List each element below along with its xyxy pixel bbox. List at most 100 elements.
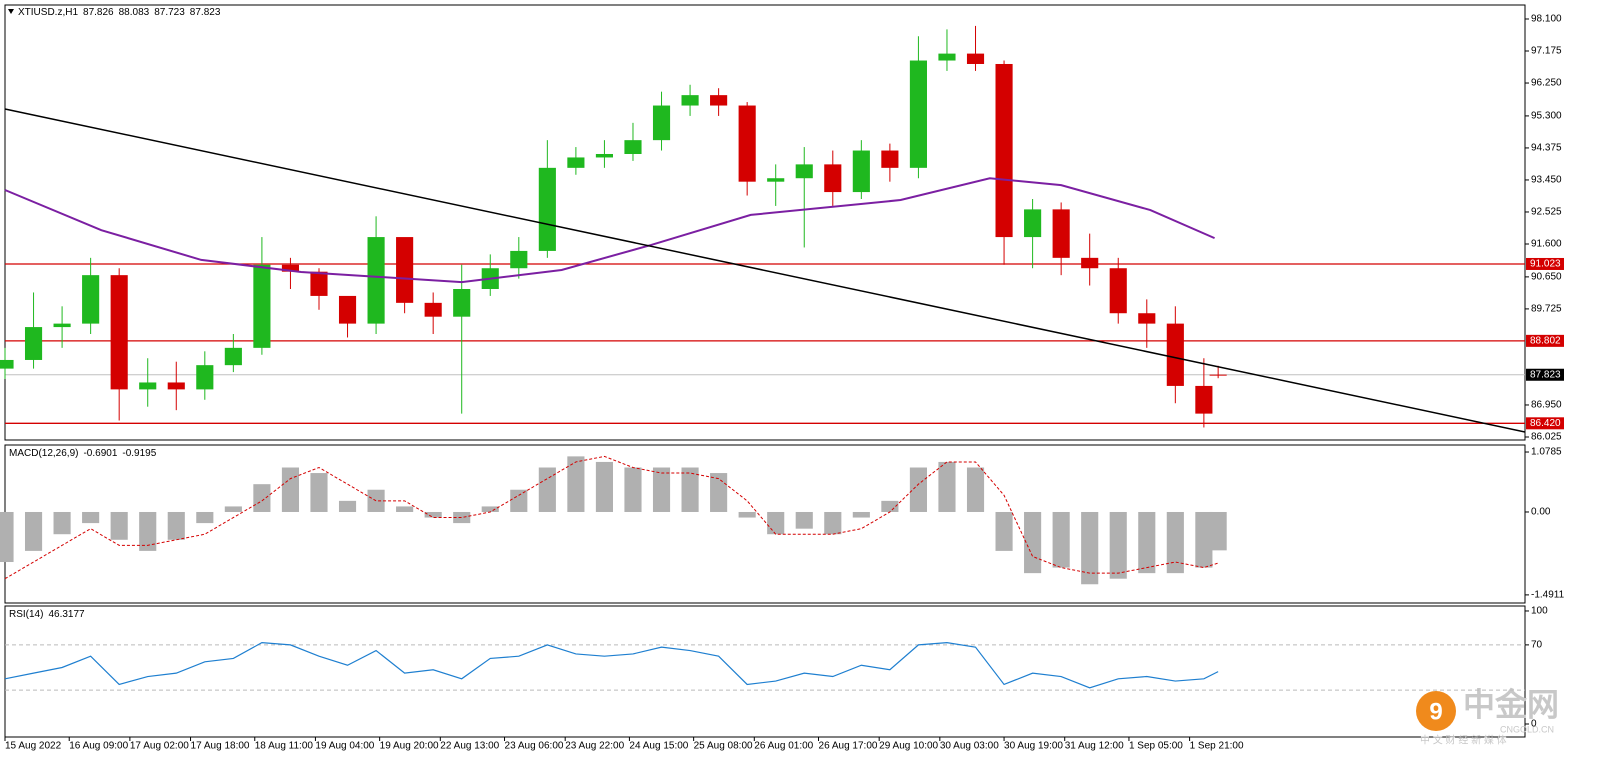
y-tick-label: 97.175 <box>1531 46 1562 57</box>
candle-body <box>24 327 43 360</box>
x-tick-label: 29 Aug 10:00 <box>879 741 938 752</box>
brand: 中金网 <box>1463 686 1559 722</box>
candle-body <box>281 264 300 272</box>
indicator-value: -0.6901 <box>83 448 117 459</box>
indicator-name: RSI(14) <box>9 609 43 620</box>
macd-signal <box>4 455 1219 580</box>
macd-bar <box>1081 511 1099 585</box>
candle-body <box>396 237 414 303</box>
header-high: 88.083 <box>119 7 150 18</box>
candle-body <box>995 63 1013 238</box>
level-tag <box>1526 257 1564 270</box>
macd-bar <box>1138 511 1156 574</box>
macd-bar <box>1024 511 1042 574</box>
candle-body <box>938 53 956 61</box>
candle-body <box>881 150 899 168</box>
x-tick-label: 25 Aug 08:00 <box>694 741 753 752</box>
macd-bar <box>53 511 71 535</box>
candle-body <box>852 150 870 193</box>
y-tick-label: 96.250 <box>1531 78 1562 89</box>
x-tick-label: 17 Aug 18:00 <box>191 741 250 752</box>
y-tick-label: 93.450 <box>1531 175 1562 186</box>
indicator-value: -0.9195 <box>122 448 156 459</box>
candle-body <box>338 295 357 324</box>
candle-body <box>1109 268 1127 314</box>
macd-bar <box>938 461 956 512</box>
x-tick-label: 31 Aug 12:00 <box>1065 741 1124 752</box>
candle-body <box>1209 374 1227 376</box>
site: CNGOLD.CN <box>1500 724 1554 734</box>
header-close: 87.823 <box>190 7 221 18</box>
candle-body <box>424 302 442 317</box>
candle-body <box>538 167 556 251</box>
macd-bar <box>652 467 671 512</box>
macd-bar <box>852 511 870 518</box>
x-tick-label: 23 Aug 06:00 <box>505 741 564 752</box>
x-tick-label: 26 Aug 17:00 <box>819 741 878 752</box>
macd-bar <box>966 467 985 512</box>
y-tick-label: 89.725 <box>1531 304 1562 315</box>
macd-bar <box>0 511 14 563</box>
macd-bar <box>795 511 813 529</box>
macd-bar <box>595 461 613 512</box>
x-tick-label: 18 Aug 11:00 <box>255 741 314 752</box>
macd-bar <box>24 511 43 551</box>
candle-body <box>824 164 842 193</box>
header-open: 87.826 <box>83 7 114 18</box>
logo <box>1416 691 1456 731</box>
menu-arrow <box>8 9 14 14</box>
macd-bar <box>1166 511 1184 574</box>
candle-body <box>310 271 328 296</box>
macd-bar <box>281 467 300 512</box>
candle-body <box>738 105 756 182</box>
macd-bar <box>453 511 471 524</box>
x-tick-label: 23 Aug 22:00 <box>565 741 624 752</box>
x-tick-label: 1 Sep 21:00 <box>1190 741 1244 752</box>
level-tag <box>1526 417 1564 430</box>
candle-body <box>0 359 14 369</box>
y-tick-label: 90.650 <box>1531 272 1562 283</box>
level-tag <box>1526 334 1564 347</box>
macd-bar <box>110 511 128 540</box>
macd-bar <box>824 511 842 535</box>
y-tick-label: 91.600 <box>1531 239 1562 250</box>
x-tick-label: 1 Sep 05:00 <box>1129 741 1183 752</box>
candle-body <box>196 365 214 390</box>
macd-bar <box>167 511 185 540</box>
macd-bar <box>82 511 100 524</box>
level-label: 88.802 <box>1530 335 1561 346</box>
candle-body <box>681 95 699 106</box>
macd-bar <box>310 473 328 512</box>
level-label: 91.023 <box>1530 259 1561 270</box>
symbol: XTIUSD.z,H1 <box>18 7 78 18</box>
y-tick-label: 0.00 <box>1531 507 1551 518</box>
macd-bar <box>396 506 414 512</box>
y-tick-label: 1.0785 <box>1531 447 1562 458</box>
candle-body <box>1195 385 1213 414</box>
x-tick-label: 19 Aug 04:00 <box>315 741 374 752</box>
moving-average <box>4 177 1215 284</box>
macd-bar <box>710 473 728 512</box>
header-low: 87.723 <box>154 7 185 18</box>
level-label: 86.420 <box>1530 418 1561 429</box>
y-tick-label: -1.4911 <box>1531 590 1565 601</box>
macd-bar <box>767 511 785 535</box>
macd-bar <box>681 467 699 512</box>
candle-body <box>909 60 927 168</box>
candle-body <box>1166 323 1184 386</box>
watermark: 9 中金网 CNGOLD.CN 中 文 财 经 新 媒 体 <box>1416 686 1559 747</box>
candle-body <box>367 237 385 324</box>
macd-bar <box>738 511 756 518</box>
y-tick-label: 86.025 <box>1531 432 1562 443</box>
rsi-header: RSI(14) 46.3177 <box>9 609 85 620</box>
candle-body <box>453 288 471 317</box>
macd-bar <box>367 489 385 512</box>
x-tick-label: 26 Aug 01:00 <box>754 741 813 752</box>
macd-bar <box>510 489 528 512</box>
macd-bar <box>338 500 357 512</box>
candle-body <box>1052 209 1070 258</box>
candle-body <box>139 382 157 390</box>
rsi-line <box>4 642 1219 689</box>
